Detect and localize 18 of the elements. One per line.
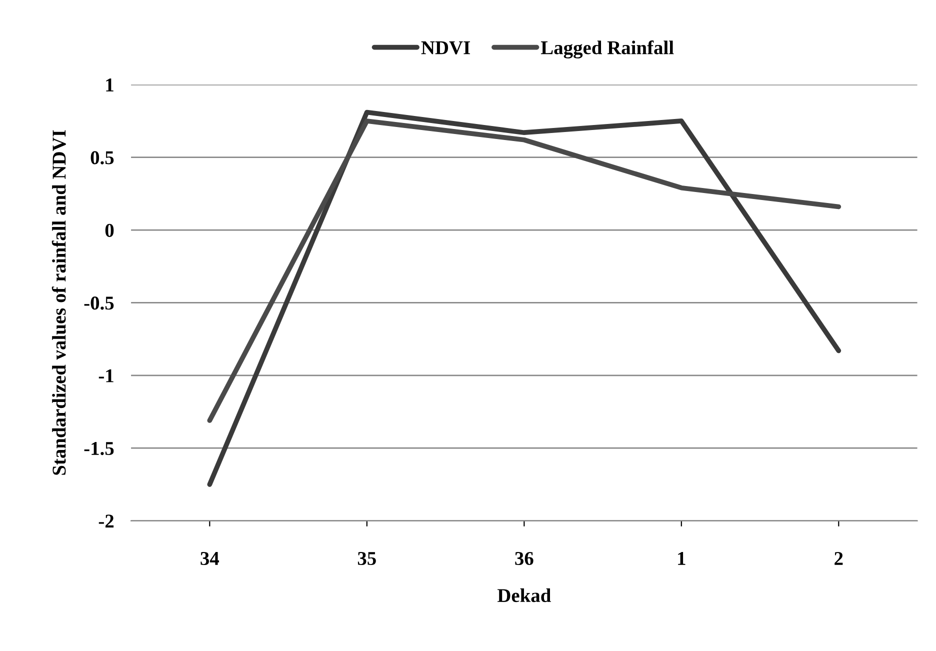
- y-tick-label: -1.5: [84, 442, 114, 456]
- y-tick-label: -1: [98, 369, 114, 382]
- y-tick-label: -0.5: [84, 296, 114, 310]
- y-axis-title: Standardized values of rainfall and NDVI: [52, 130, 66, 475]
- legend-label: NDVI: [421, 41, 470, 54]
- x-tick-label: 1: [678, 552, 686, 565]
- y-tick-label: 0.5: [90, 151, 114, 164]
- x-axis-title: Dekad: [497, 588, 551, 602]
- x-tick-label: 34: [200, 552, 220, 566]
- y-tick-label: 0: [105, 224, 114, 237]
- x-tick-label: 36: [515, 552, 534, 566]
- legend-label: Lagged Rainfall: [540, 40, 674, 58]
- x-tick-label: 2: [834, 552, 843, 565]
- x-tick-label: 35: [358, 552, 376, 566]
- line-series: [207, 118, 842, 423]
- y-tick-label: -2: [98, 514, 114, 528]
- line-series: [207, 110, 842, 487]
- y-tick-label: 1: [106, 78, 114, 92]
